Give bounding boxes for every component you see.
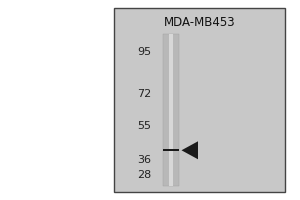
Bar <box>164 34 178 186</box>
Text: 55: 55 <box>137 121 152 131</box>
Text: 28: 28 <box>137 170 152 180</box>
Text: MDA-MB453: MDA-MB453 <box>164 16 235 29</box>
Bar <box>114 8 285 192</box>
Text: 72: 72 <box>137 89 152 99</box>
Text: 95: 95 <box>137 47 152 57</box>
Bar <box>164 149 178 151</box>
Polygon shape <box>182 141 198 159</box>
Text: 36: 36 <box>137 155 152 165</box>
Bar <box>169 34 173 186</box>
